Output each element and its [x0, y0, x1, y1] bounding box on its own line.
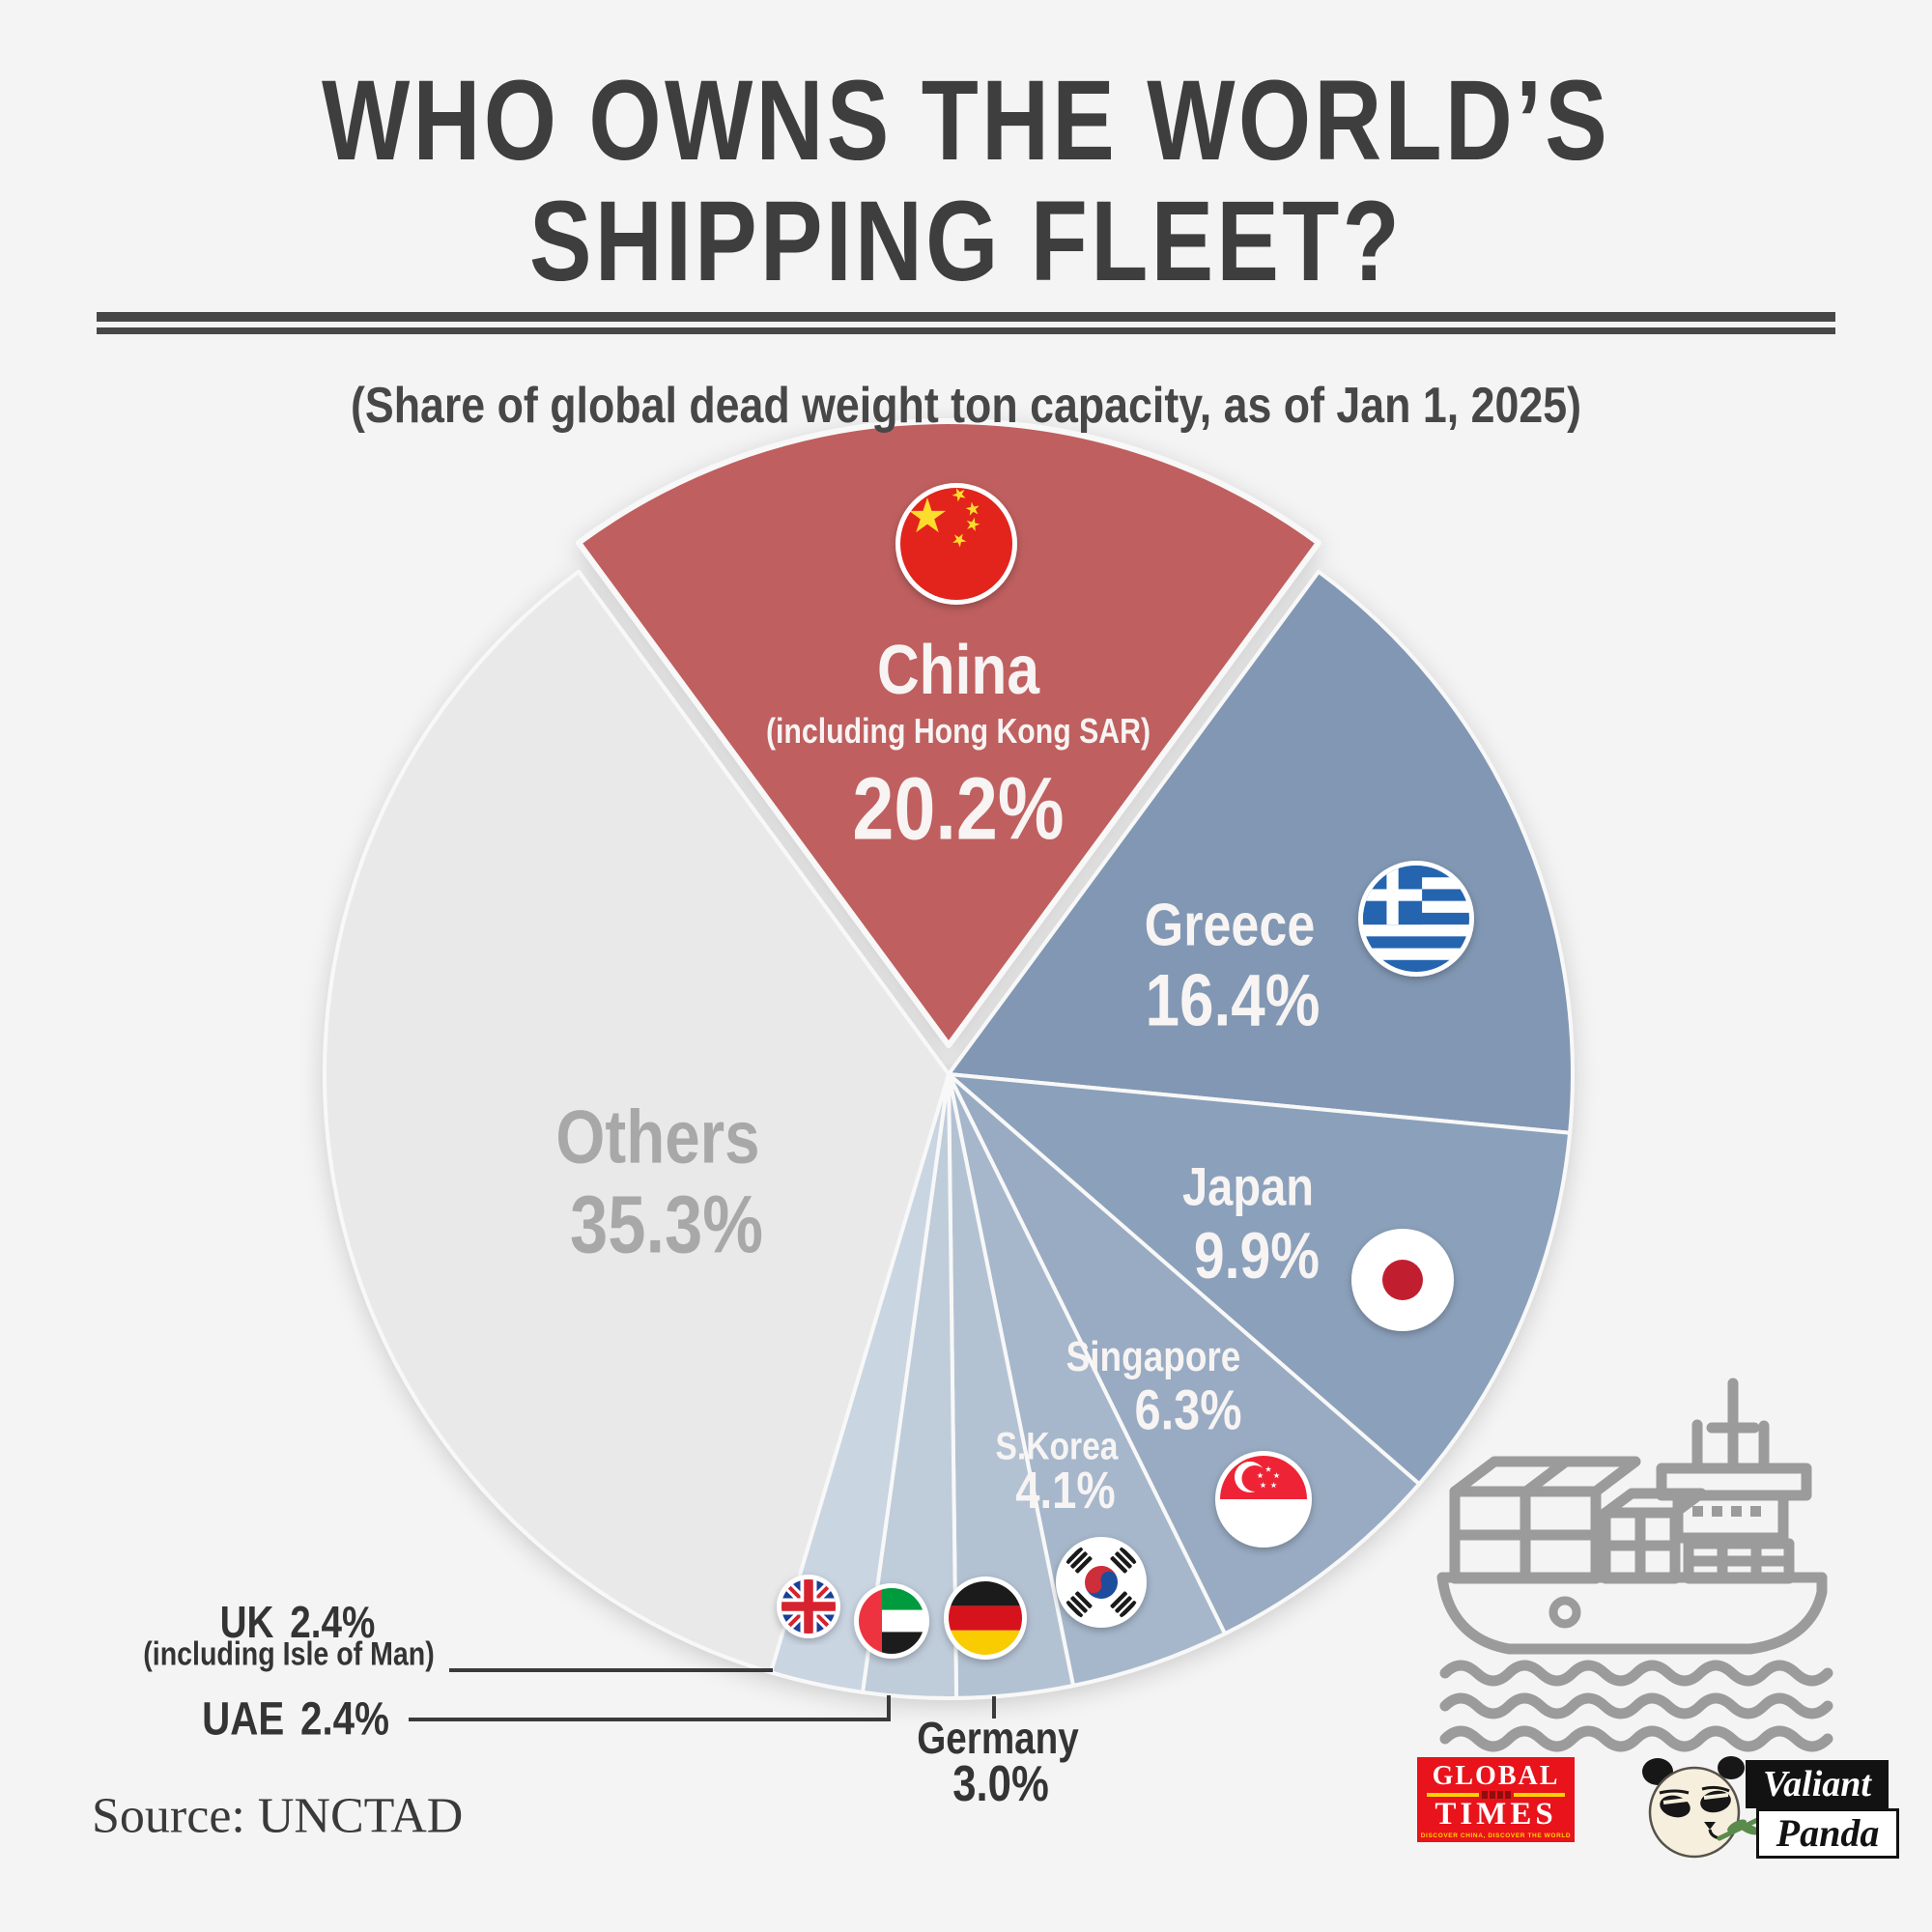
uae-value: 2.4%: [300, 1693, 389, 1746]
title-divider-bottom: [97, 327, 1835, 334]
japan-flag-icon: [1351, 1229, 1454, 1331]
uk-value: 2.4%: [290, 1597, 376, 1647]
slice-label-greece: Greece: [1144, 892, 1316, 959]
uae-name: UAE: [202, 1693, 285, 1746]
valiant-panda-logo: Valiant Panda: [1625, 1750, 1910, 1871]
singapore-flag-icon: [1215, 1451, 1312, 1548]
south-korea-flag-icon: [1056, 1537, 1147, 1628]
slice-label-japan: Japan: [1182, 1155, 1314, 1217]
leader-lines: [409, 1668, 996, 1721]
slice-label-singapore: Singapore: [1065, 1333, 1241, 1380]
uk-flag-icon: [777, 1575, 840, 1638]
uk-name: UK: [219, 1597, 274, 1647]
cargo-ship-icon: [1436, 1378, 1833, 1752]
slice-value-singapore: 6.3%: [1134, 1378, 1242, 1442]
external-sublabel-uk: (including Isle of Man): [143, 1635, 435, 1673]
external-label-germany: Germany: [917, 1713, 1079, 1763]
global-times-divider: [1417, 1791, 1575, 1799]
slice-label-others: Others: [555, 1094, 760, 1179]
pie-slice-china: [576, 418, 1321, 1048]
uae-leader-line: [409, 1695, 891, 1721]
slice-value-japan: 9.9%: [1193, 1219, 1321, 1293]
slice-value-greece: 16.4%: [1145, 959, 1321, 1042]
pie-slice-greece: [947, 569, 1575, 1135]
global-times-line2: TIMES: [1435, 1797, 1557, 1832]
germany-flag-icon: [944, 1577, 1027, 1660]
valiant-panda-line1: Valiant: [1746, 1760, 1889, 1808]
title-divider-top: [97, 312, 1835, 322]
pie-slice-japan: [947, 1072, 1573, 1487]
chart-subtitle: (Share of global dead weight ton capacit…: [350, 378, 1582, 434]
page-title-line1: WHO OWNS THE WORLD’S: [321, 57, 1611, 185]
uae-flag-icon: [854, 1583, 929, 1659]
slice-label-china: China: [876, 632, 1040, 709]
slice-sublabel-china: (including Hong Kong SAR): [765, 711, 1151, 751]
valiant-panda-line2: Panda: [1756, 1808, 1899, 1859]
slice-value-others: 35.3%: [569, 1179, 764, 1270]
china-flag-icon: [895, 483, 1017, 605]
slice-label-south-korea: S.Korea: [995, 1425, 1119, 1468]
global-times-cjk-glyphs: [1481, 1791, 1511, 1799]
global-times-line1: GLOBAL: [1432, 1761, 1560, 1791]
pie-slice-others: [323, 569, 951, 1675]
slice-value-china: 20.2%: [852, 759, 1065, 859]
greece-flag-icon: [1358, 861, 1474, 977]
external-label-uae: UAE 2.4%: [202, 1693, 389, 1747]
slice-value-south-korea: 4.1%: [1015, 1462, 1116, 1520]
source-note: Source: UNCTAD: [92, 1788, 464, 1844]
external-label-uk: UK 2.4%: [220, 1596, 376, 1648]
global-times-logo: GLOBAL TIMES DISCOVER CHINA, DISCOVER TH…: [1417, 1757, 1575, 1842]
global-times-tagline: DISCOVER CHINA, DISCOVER THE WORLD: [1420, 1833, 1572, 1839]
panda-icon: [1642, 1756, 1780, 1859]
external-value-germany: 3.0%: [952, 1756, 1049, 1812]
page-title-line2: SHIPPING FLEET?: [529, 178, 1403, 305]
